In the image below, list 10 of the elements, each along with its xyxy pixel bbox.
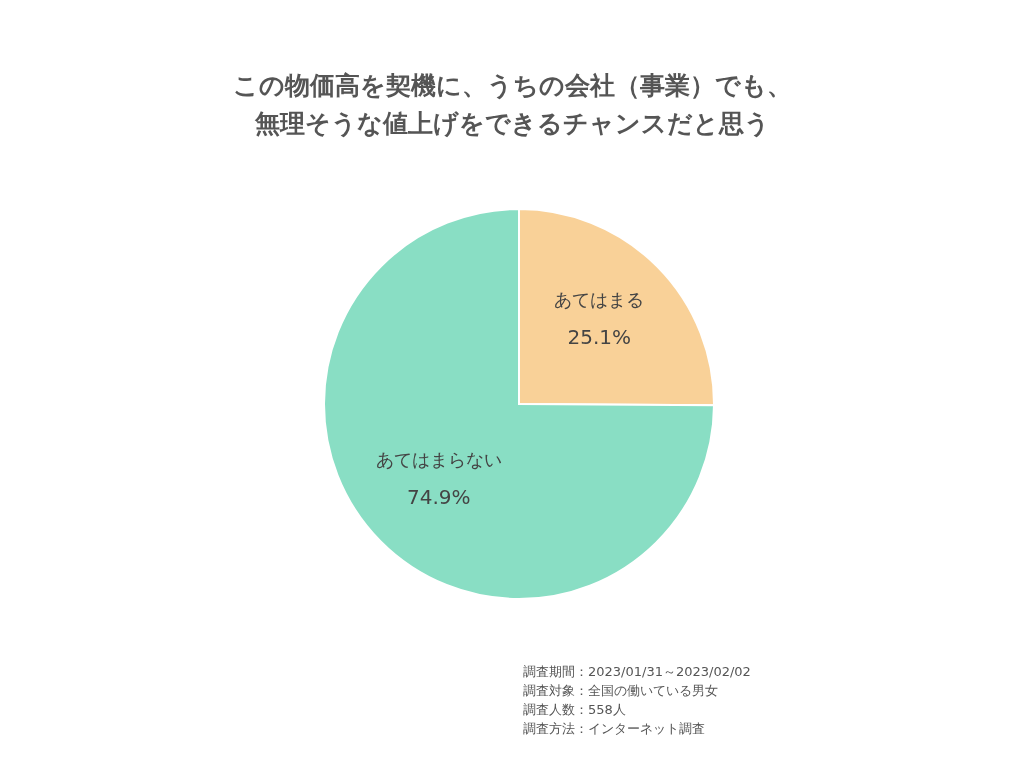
- chart-title: この物価高を契機に、うちの会社（事業）でも、無理そうな値上げをできるチャンスだと思う: [232, 71, 792, 138]
- data-label: 74.9%: [407, 484, 471, 509]
- slice-label: あてはまる: [554, 289, 645, 311]
- data-label: 25.1%: [567, 325, 631, 350]
- pie-slice: [323, 208, 715, 600]
- text: 調査対象：全国の働いている男女: [523, 683, 718, 698]
- text: 調査人数：558人: [523, 702, 626, 717]
- text: 調査方法：インターネット調査: [523, 721, 705, 736]
- text: 調査期間：2023/01/31～2023/02/02: [523, 664, 751, 679]
- slice-label: あてはまらない: [375, 448, 502, 470]
